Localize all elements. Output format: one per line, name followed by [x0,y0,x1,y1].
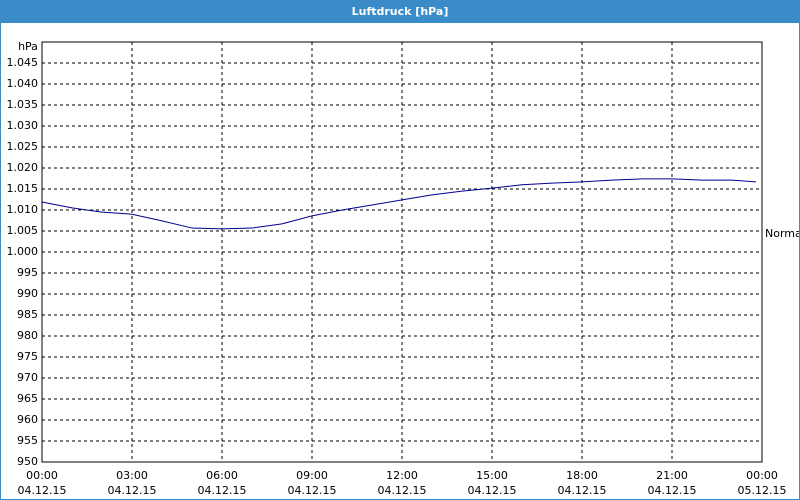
y-tick-label: 1.005 [7,224,39,237]
x-tick-date: 04.12.15 [558,484,607,497]
x-tick-date: 05.12.15 [738,484,787,497]
x-tick-date: 04.12.15 [108,484,157,497]
y-tick-label: 980 [17,329,38,342]
y-tick-label: 950 [17,455,38,468]
x-tick-label: 12:00 [386,469,418,482]
y-tick-label: 955 [17,434,38,447]
data-line [41,178,757,230]
y-tick-label: 985 [17,308,38,321]
y-tick-label: 1.015 [7,182,39,195]
x-tick-label: 00:00 [746,469,778,482]
annotation: Normal [765,227,799,240]
y-tick-label: 1.030 [7,119,39,132]
x-tick-label: 03:00 [116,469,148,482]
y-tick-label: 1.010 [7,203,39,216]
y-unit: hPa [18,40,38,53]
y-tick-label: 965 [17,392,38,405]
x-tick-label: 15:00 [476,469,508,482]
y-tick-label: 970 [17,371,38,384]
x-tick-label: 09:00 [296,469,328,482]
y-tick-label: 995 [17,266,38,279]
y-tick-label: 1.040 [7,77,39,90]
x-tick-date: 04.12.15 [468,484,517,497]
x-tick-date: 04.12.15 [198,484,247,497]
y-tick-label: 1.045 [7,56,39,69]
x-tick-label: 00:00 [26,469,58,482]
x-tick-date: 04.12.15 [378,484,427,497]
title-bar: Luftdruck [hPa] [1,1,799,23]
y-tick-label: 1.025 [7,140,39,153]
y-tick-label: 975 [17,350,38,363]
y-tick-label: 1.000 [7,245,39,258]
y-tick-label: 1.035 [7,98,39,111]
y-tick-label: 1.020 [7,161,39,174]
x-tick-label: 18:00 [566,469,598,482]
x-tick-date: 04.12.15 [648,484,697,497]
y-tick-label: 960 [17,413,38,426]
x-tick-date: 04.12.15 [288,484,337,497]
x-tick-label: 21:00 [656,469,688,482]
x-tick-date: 04.12.15 [18,484,67,497]
x-tick-label: 06:00 [206,469,238,482]
y-tick-label: 990 [17,287,38,300]
